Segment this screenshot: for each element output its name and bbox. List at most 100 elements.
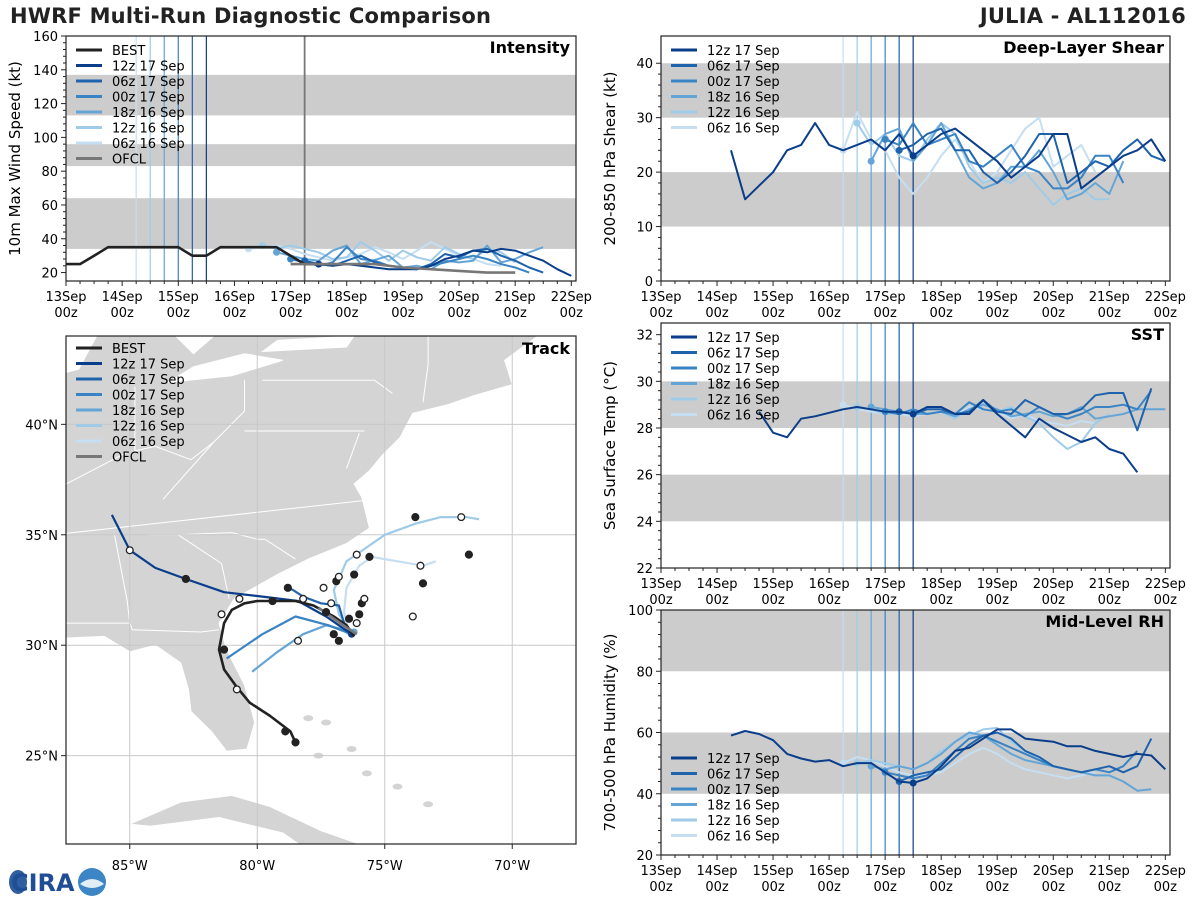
rh-xtick-label-day: 19Sep bbox=[977, 864, 1018, 879]
lake-michigan bbox=[66, 336, 98, 373]
intensity-legend-label: 00z 17 Sep bbox=[112, 91, 185, 106]
shear-xtick-label-hour: 00z bbox=[649, 306, 673, 321]
intensity-legend-label: BEST bbox=[112, 44, 145, 59]
shear-series-line bbox=[884, 122, 1125, 190]
intensity-frame bbox=[65, 35, 577, 282]
track-marker-filled bbox=[411, 513, 420, 522]
shear-xtick-label-day: 19Sep bbox=[977, 290, 1018, 305]
track-marker-open bbox=[408, 612, 417, 621]
sst-xtick-label-hour: 00z bbox=[986, 593, 1010, 608]
shear-title: Deep-Layer Shear bbox=[1003, 38, 1164, 57]
intensity-xtick-label-day: 21Sep bbox=[495, 290, 536, 305]
shear-xtick-label-hour: 00z bbox=[929, 306, 953, 321]
sst-legend-label: 06z 16 Sep bbox=[707, 409, 780, 424]
rh-ytick-label: 100 bbox=[628, 604, 653, 619]
shear-ylabel: 200-850 hPa Shear (kt) bbox=[601, 72, 619, 246]
track-marker-open bbox=[235, 594, 244, 603]
sst-ytick-label: 24 bbox=[636, 515, 653, 530]
sst-legend-label: 06z 17 Sep bbox=[707, 347, 780, 362]
rh-xtick-label-hour: 00z bbox=[873, 880, 897, 895]
cira-logo-text: CIRA bbox=[11, 869, 75, 897]
track-marker-open bbox=[416, 561, 425, 570]
sst-xtick-label-day: 21Sep bbox=[1089, 577, 1130, 592]
shear-legend-label: 06z 17 Sep bbox=[707, 60, 780, 75]
sst-plot-area bbox=[661, 323, 1170, 568]
border-ohio-river bbox=[134, 441, 215, 461]
track-marker-open bbox=[457, 513, 466, 522]
sst-ytick-label: 28 bbox=[636, 422, 653, 437]
rh-xtick-label-hour: 00z bbox=[986, 880, 1010, 895]
intensity-xtick-label-hour: 00z bbox=[560, 306, 584, 321]
sst-xtick-label-hour: 00z bbox=[873, 593, 897, 608]
intensity-ytick-label: 120 bbox=[33, 98, 58, 113]
track-marker-open bbox=[293, 636, 303, 645]
rh-xtick-label-day: 14Sep bbox=[697, 864, 738, 879]
rh-xtick-label-day: 18Sep bbox=[921, 864, 962, 879]
border-tn-nc-va bbox=[66, 500, 365, 534]
intensity-ytick-label: 100 bbox=[33, 131, 58, 146]
intensity-ytick-label: 140 bbox=[33, 64, 58, 79]
intensity-series-line bbox=[318, 247, 572, 277]
shear-xtick-label-day: 18Sep bbox=[921, 290, 962, 305]
track-ytick-label: 30°N bbox=[25, 639, 58, 654]
intensity-ytick-label: 160 bbox=[33, 30, 58, 45]
track-xtick-label: 75°W bbox=[367, 859, 403, 874]
storm-title: JULIA - AL112016 bbox=[979, 4, 1186, 28]
sst-xtick-label-hour: 00z bbox=[1042, 593, 1066, 608]
rh-xtick-label-day: 15Sep bbox=[753, 864, 794, 879]
rh-xtick-label-day: 16Sep bbox=[809, 864, 850, 879]
rh-xtick-label-hour: 00z bbox=[649, 880, 673, 895]
intensity-xtick-label-hour: 00z bbox=[391, 306, 415, 321]
track-marker-open bbox=[327, 599, 336, 608]
rh-legend-label: 12z 17 Sep bbox=[707, 752, 780, 767]
shear-legend-label: 00z 17 Sep bbox=[707, 75, 780, 90]
track-xtick-label: 85°W bbox=[112, 859, 148, 874]
track-marker-open bbox=[352, 619, 361, 628]
intensity-xtick-label-day: 13Sep bbox=[45, 290, 86, 305]
intensity-ytick-label: 80 bbox=[41, 165, 58, 180]
border-wv-va bbox=[162, 380, 245, 500]
rh-init-point bbox=[909, 779, 917, 787]
sst-xtick-label-day: 17Sep bbox=[865, 577, 906, 592]
page-title: HWRF Multi-Run Diagnostic Comparison bbox=[10, 4, 492, 28]
land-bahamas-island bbox=[303, 715, 314, 722]
shear-legend-label: 06z 16 Sep bbox=[707, 122, 780, 137]
intensity-legend-label: 06z 17 Sep bbox=[112, 75, 185, 90]
rh-xtick-label-day: 17Sep bbox=[865, 864, 906, 879]
intensity-xtick-label-day: 20Sep bbox=[439, 290, 480, 305]
rh-legend-label: 06z 17 Sep bbox=[707, 768, 780, 783]
intensity-xtick-label-day: 16Sep bbox=[214, 290, 255, 305]
track-marker-filled bbox=[344, 614, 354, 623]
sst-ytick-label: 22 bbox=[636, 562, 653, 577]
track-marker-filled bbox=[281, 727, 290, 736]
track-legend-label: 12z 16 Sep bbox=[112, 420, 185, 435]
rh-xtick-label-day: 13Sep bbox=[640, 864, 681, 879]
track-legend-label: OFCL bbox=[112, 451, 147, 466]
sst-series-line bbox=[899, 387, 1153, 432]
shear-ytick-label: 20 bbox=[636, 166, 653, 181]
sst-ytick-label: 26 bbox=[636, 469, 653, 484]
rh-ytick-label: 60 bbox=[636, 727, 653, 742]
rh-legend-label: 06z 16 Sep bbox=[707, 830, 780, 845]
sst-ytick-label: 32 bbox=[636, 329, 653, 344]
rh-xtick-label-hour: 00z bbox=[1154, 880, 1178, 895]
rh-ytick-label: 20 bbox=[636, 849, 653, 864]
border-ny-pa bbox=[262, 379, 393, 394]
track-marker-filled bbox=[329, 630, 338, 639]
sst-xtick-label-hour: 00z bbox=[929, 593, 953, 608]
sst-series-line bbox=[758, 399, 1139, 473]
track-marker-filled bbox=[181, 574, 190, 584]
rh-ytick-label: 40 bbox=[636, 788, 653, 803]
rh-series-line bbox=[898, 731, 1153, 783]
track-marker-filled bbox=[418, 579, 428, 588]
shear-ytick-label: 10 bbox=[636, 221, 653, 236]
shear-init-point bbox=[895, 146, 903, 154]
sst-frame bbox=[660, 322, 1171, 569]
rh-series-line bbox=[842, 746, 1096, 780]
shear-chart: 01020304013Sep00z14Sep00z15Sep00z16Sep00… bbox=[601, 35, 1186, 321]
track-legend-label: 12z 17 Sep bbox=[112, 358, 185, 373]
intensity-xtick-label-hour: 00z bbox=[223, 306, 247, 321]
lake-huron bbox=[174, 336, 215, 355]
shear-xtick-label-hour: 00z bbox=[873, 306, 897, 321]
sst-xtick-label-day: 16Sep bbox=[809, 577, 850, 592]
